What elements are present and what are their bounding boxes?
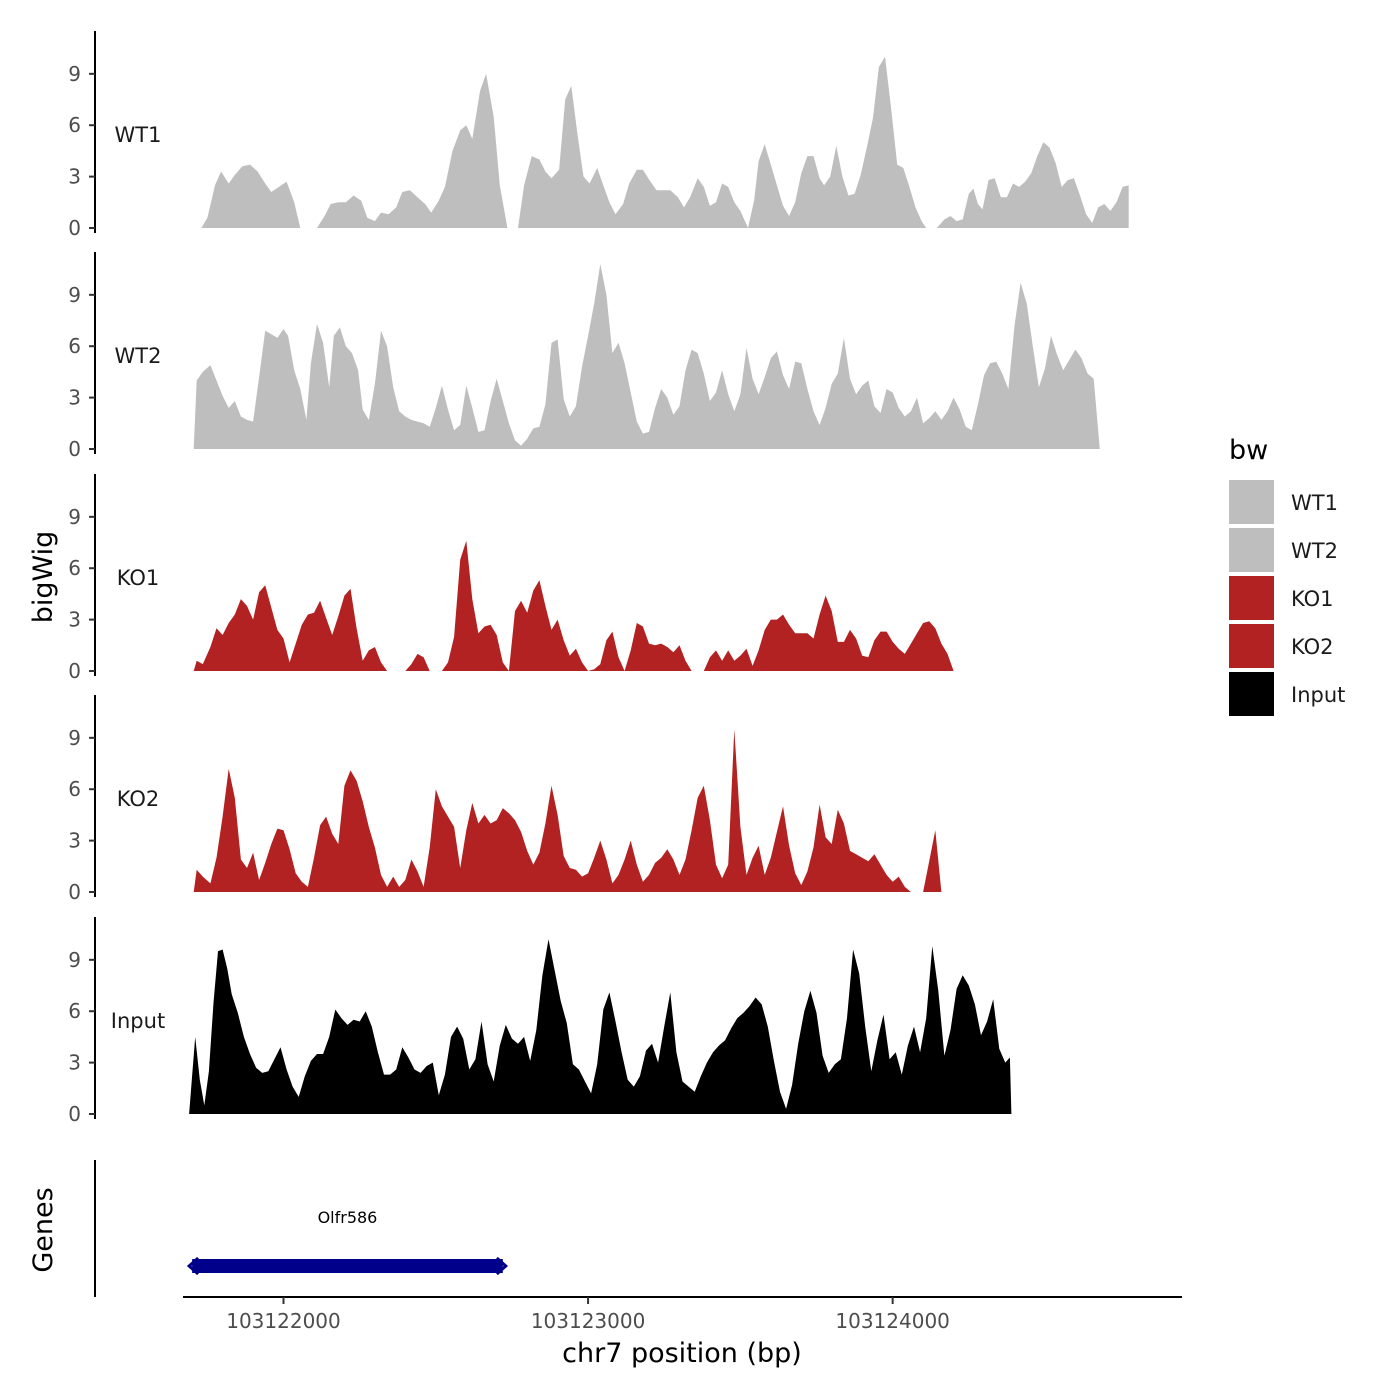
legend-label-ko2: KO2	[1291, 635, 1334, 659]
legend-label-wt2: WT2	[1291, 539, 1338, 563]
x-axis-tick-label: 103123000	[531, 1309, 646, 1333]
legend-key-wt1	[1229, 480, 1274, 524]
track-input-area-segment-1	[189, 939, 1012, 1114]
gene-strand-arrow	[495, 1256, 509, 1276]
track-input-y-tick-label: 6	[68, 999, 81, 1023]
legend: bw WT1 WT2 KO1 KO2 Input	[1229, 435, 1345, 716]
track-wt2-label: WT2	[115, 344, 162, 368]
track-wt1: 0 3 6 9 WT1	[68, 31, 1129, 240]
track-ko2-y-tick-label: 9	[68, 726, 81, 750]
legend-label-input: Input	[1291, 683, 1345, 707]
track-ko2-area-segment-2	[923, 830, 942, 892]
track-wt2: 0 3 6 9 WT2	[68, 252, 1100, 461]
track-wt1-area-segment-2	[317, 73, 508, 228]
track-ko1-area-segment-2	[405, 653, 430, 671]
track-wt2-y-tick-label: 9	[68, 283, 81, 307]
legend-key-ko1	[1229, 576, 1274, 620]
track-ko2-y-tick-label: 0	[68, 880, 81, 904]
track-wt1-y-tick-label: 0	[68, 216, 81, 240]
track-ko1: 0 3 6 9 KO1	[68, 474, 954, 683]
gene-strand-arrow	[186, 1256, 200, 1276]
bigwig-axis-title: bigWig	[28, 531, 59, 624]
x-axis-ticks: 103122000 103123000 103124000	[226, 1297, 950, 1333]
track-wt1-y-tick-label: 9	[68, 62, 81, 86]
legend-key-ko2	[1229, 624, 1274, 668]
track-ko1-y-tick-label: 6	[68, 556, 81, 580]
gene-olfr586-body	[192, 1259, 503, 1273]
genes-axis-title: Genes	[28, 1187, 59, 1272]
track-wt1-y-tick-label: 6	[68, 113, 81, 137]
track-ko1-label: KO1	[117, 566, 160, 590]
legend-label-wt1: WT1	[1291, 491, 1338, 515]
x-axis-tick-label: 103124000	[835, 1309, 950, 1333]
legend-items: WT1 WT2 KO1 KO2 Input	[1229, 480, 1345, 716]
track-input: 0 3 6 9 Input	[68, 917, 1012, 1126]
track-ko1-area-segment-4	[703, 595, 954, 671]
x-axis: 103122000 103123000 103124000 chr7 positio…	[183, 1296, 1182, 1369]
track-ko1-y-tick-label: 9	[68, 505, 81, 529]
track-ko2-label: KO2	[117, 787, 160, 811]
track-wt2-y-tick-label: 3	[68, 386, 81, 410]
track-wt1-label: WT1	[115, 123, 162, 147]
track-ko1-area-segment-3	[441, 540, 692, 671]
track-wt2-area-segment-1	[193, 264, 1100, 449]
track-input-y-tick-label: 0	[68, 1102, 81, 1126]
track-wt1-y-tick-label: 3	[68, 165, 81, 189]
track-wt1-area-segment-3	[518, 56, 927, 229]
x-axis-tick-label: 103122000	[226, 1309, 341, 1333]
legend-key-wt2	[1229, 528, 1274, 572]
legend-label-ko1: KO1	[1291, 587, 1334, 611]
track-ko1-y-tick-label: 0	[68, 659, 81, 683]
track-wt1-area-segment-4	[936, 142, 1129, 228]
gene-panel: Olfr586	[94, 1160, 509, 1297]
track-input-y-tick-label: 3	[68, 1051, 81, 1075]
track-ko1-area-segment-1	[193, 585, 388, 671]
track-wt1-area-segment-1	[201, 164, 301, 228]
bigwig-tracks: 0 3 6 9 WT1 0 3 6 9 WT2 0 3 6 9 KO1 0 3 6 9 KO2 0 3 6 9 Input	[68, 31, 1129, 1126]
legend-key-input	[1229, 672, 1274, 716]
x-axis-title: chr7 position (bp)	[562, 1338, 802, 1369]
track-input-label: Input	[111, 1009, 165, 1033]
track-wt2-y-tick-label: 6	[68, 334, 81, 358]
gene-label: Olfr586	[318, 1208, 378, 1227]
legend-title: bw	[1229, 435, 1268, 466]
gene-marks: Olfr586	[186, 1208, 509, 1276]
track-ko2-y-tick-label: 3	[68, 829, 81, 853]
track-ko2: 0 3 6 9 KO2	[68, 695, 942, 904]
track-ko2-area-segment-1	[193, 729, 911, 892]
track-ko1-y-tick-label: 3	[68, 608, 81, 632]
track-input-y-tick-label: 9	[68, 948, 81, 972]
track-ko2-y-tick-label: 6	[68, 777, 81, 801]
track-wt2-y-tick-label: 0	[68, 437, 81, 461]
